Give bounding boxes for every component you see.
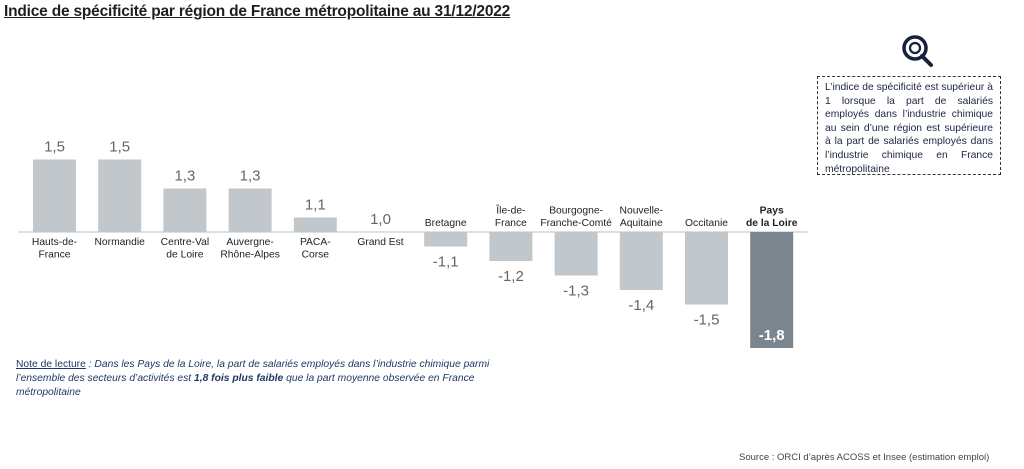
bar-8 — [554, 232, 598, 276]
category-label-3-1: Rhône-Alpes — [220, 250, 280, 261]
data-label-0: 1,5 — [44, 139, 65, 156]
data-label-8: -1,3 — [563, 283, 589, 300]
category-label-2-0: Centre-Val — [161, 237, 209, 248]
category-label-10-0: Occitanie — [685, 218, 728, 229]
category-label-9-1: Aquitaine — [620, 218, 663, 229]
note-bold: 1,8 fois plus faible — [194, 373, 284, 384]
bar-6 — [424, 232, 468, 247]
data-label-4: 1,1 — [305, 197, 326, 214]
data-label-7: -1,2 — [498, 268, 524, 285]
data-label-9: -1,4 — [628, 297, 654, 314]
info-box: L’indice de spécificité est supérieur à … — [817, 76, 1001, 175]
category-label-3-0: Auvergne- — [226, 237, 274, 248]
category-label-0-1: France — [38, 250, 70, 261]
bar-1 — [98, 159, 142, 232]
note-text-before: : Dans les Pays de la Loire, la part de … — [16, 359, 490, 384]
data-label-2: 1,3 — [174, 168, 195, 185]
note-text-after: que la part moyenne observée en France m… — [16, 373, 475, 398]
note-label: Note de lecture — [16, 359, 86, 370]
bar-4 — [293, 217, 337, 232]
category-label-1-0: Normandie — [95, 237, 146, 248]
bar-5 — [359, 232, 402, 233]
category-label-4-0: PACA- — [300, 237, 331, 248]
data-label-1: 1,5 — [109, 139, 130, 156]
source-note: Source : ORCI d’après ACOSS et Insee (es… — [739, 452, 990, 463]
category-label-9-0: Nouvelle- — [620, 206, 664, 217]
category-label-11-1: de la Loire — [746, 218, 798, 229]
bar-7 — [489, 232, 533, 261]
category-label-11-0: Pays — [760, 206, 784, 217]
bar-0 — [33, 159, 76, 232]
data-label-6: -1,1 — [433, 254, 459, 271]
category-label-0-0: Hauts-de- — [32, 237, 77, 248]
magnifier-info-icon — [902, 35, 933, 67]
bar-2 — [163, 188, 207, 232]
bar-3 — [228, 188, 272, 232]
bar-10 — [685, 232, 728, 305]
category-label-5-0: Grand Est — [357, 237, 403, 248]
chart-title: Indice de spécificité par région de Fran… — [4, 3, 511, 20]
category-label-7-1: France — [495, 218, 527, 229]
bar-11 — [750, 232, 794, 348]
category-label-8-1: Franche-Comté — [540, 218, 612, 229]
category-label-4-1: Corse — [302, 250, 330, 261]
category-label-8-0: Bourgogne- — [549, 206, 603, 217]
data-label-3: 1,3 — [240, 168, 261, 185]
data-label-10: -1,5 — [694, 312, 720, 329]
category-label-7-0: Île-de- — [495, 204, 525, 217]
reading-note: Note de lecture : Dans les Pays de la Lo… — [16, 358, 536, 400]
data-label-11: -1,8 — [759, 327, 785, 344]
category-label-2-1: de Loire — [166, 250, 203, 261]
bar-9 — [619, 232, 663, 290]
category-label-6-0: Bretagne — [425, 218, 467, 229]
data-label-5: 1,0 — [370, 211, 391, 228]
